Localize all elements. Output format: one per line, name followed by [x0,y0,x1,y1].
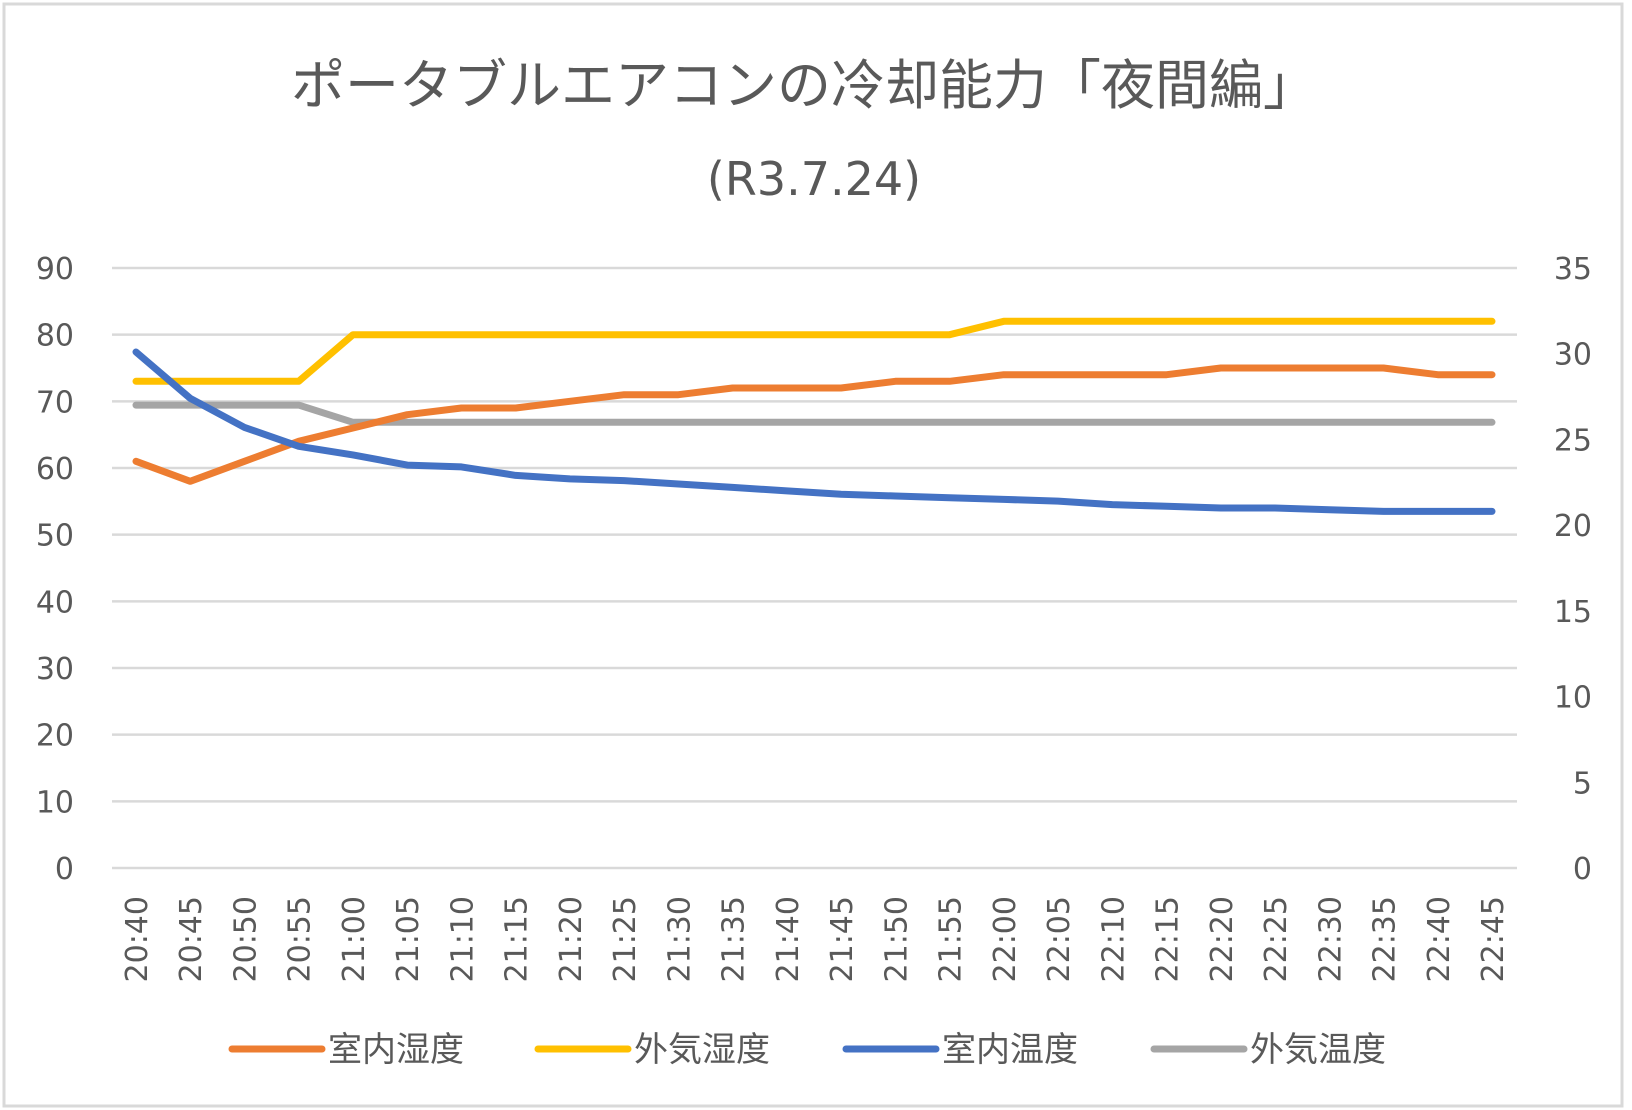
left-tick-label: 70 [36,385,74,420]
x-tick-label: 21:40 [771,896,806,982]
legend-item: 室内湿度 [228,1030,464,1070]
x-tick-label: 22:15 [1151,896,1186,982]
x-tick-label: 21:15 [500,896,535,982]
x-tick-label: 22:25 [1259,896,1294,982]
right-tick-label: 15 [1554,595,1592,630]
right-tick-label: 35 [1554,252,1592,287]
left-tick-label: 10 [36,785,74,820]
left-tick-label: 80 [36,319,74,354]
x-tick-label: 22:45 [1476,896,1511,982]
right-tick-label: 10 [1554,681,1592,716]
x-tick-label: 21:05 [391,896,426,982]
x-tick-label: 22:30 [1313,896,1348,982]
x-axis: 20:40 20:45 20:50 20:55 21:00 21:05 21:10 21:15… [120,896,1511,982]
x-tick-label: 21:20 [554,896,589,982]
x-tick-label: 21:55 [934,896,969,982]
right-axis: 0 5 10 15 20 25 30 35 [1554,252,1592,887]
x-tick-label: 20:45 [174,896,209,982]
left-tick-label: 30 [36,652,74,687]
x-tick-label: 22:35 [1368,896,1403,982]
x-tick-label: 21:45 [825,896,860,982]
x-tick-label: 21:30 [662,896,697,982]
legend-item: 外気温度 [1150,1030,1386,1070]
right-tick-label: 30 [1554,338,1592,373]
legend-label: 外気湿度 [634,1030,770,1070]
series-line-0 [132,364,1496,485]
x-tick-label: 22:20 [1205,896,1240,982]
right-tick-label: 0 [1573,852,1592,887]
left-tick-label: 60 [36,452,74,487]
x-tick-label: 22:40 [1422,896,1457,982]
series-line-1 [132,317,1496,385]
chart-subtitle: (R3.7.24) [707,152,921,206]
legend: 室内湿度 外気湿度 室内温度 外気温度 [228,1030,1386,1070]
legend-label: 室内温度 [942,1030,1078,1070]
x-tick-label: 20:55 [283,896,318,982]
x-tick-label: 21:50 [879,896,914,982]
left-tick-label: 20 [36,719,74,754]
chart-title: ポータブルエアコンの冷却能力「夜間編」 [291,54,1317,117]
left-tick-label: 0 [55,852,74,887]
left-tick-label: 50 [36,519,74,554]
legend-label: 室内湿度 [328,1030,464,1070]
right-tick-label: 25 [1554,423,1592,458]
x-tick-label: 20:50 [228,896,263,982]
x-tick-label: 21:10 [445,896,480,982]
x-tick-label: 21:25 [608,896,643,982]
legend-item: 室内温度 [842,1030,1078,1070]
x-tick-label: 22:00 [988,896,1023,982]
x-tick-label: 21:35 [717,896,752,982]
x-tick-label: 20:40 [120,896,155,982]
legend-item: 外気湿度 [534,1030,770,1070]
x-tick-label: 22:10 [1096,896,1131,982]
left-axis: 0 10 20 30 40 50 60 70 80 90 [36,252,74,887]
legend-label: 外気温度 [1250,1030,1386,1070]
left-tick-label: 90 [36,252,74,287]
series-lines [132,317,1496,515]
right-tick-label: 20 [1554,509,1592,544]
series-line-2 [132,348,1496,515]
right-tick-label: 5 [1573,766,1592,801]
x-tick-label: 22:05 [1042,896,1077,982]
x-tick-label: 21:00 [337,896,372,982]
left-tick-label: 40 [36,585,74,620]
